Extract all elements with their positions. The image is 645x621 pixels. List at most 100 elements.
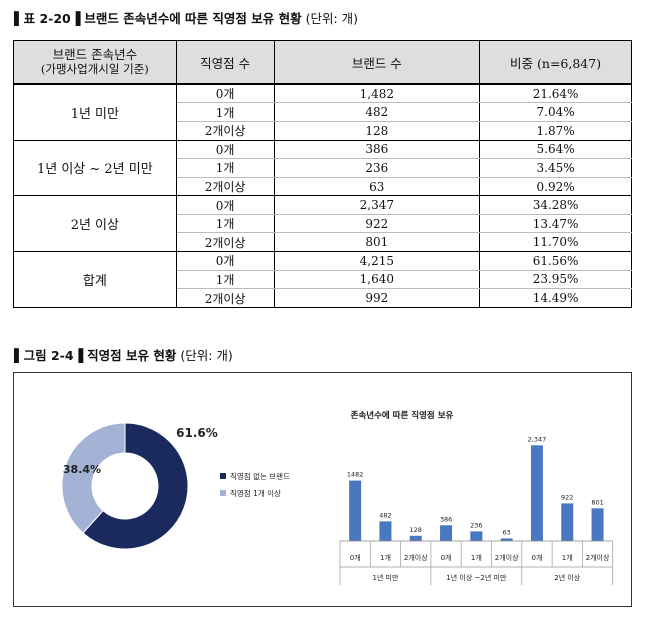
bar-category-label: 2개이상 [404, 553, 428, 562]
table-row: 2개이상 63 0.92% [14, 176, 632, 197]
figure-caption-unit: (단위: 개) [180, 348, 233, 363]
brand-count-cell: 236 [273, 158, 481, 178]
bar [470, 531, 483, 541]
table-caption-unit: (단위: 개) [305, 11, 359, 26]
share-cell: 11.70% [479, 232, 632, 253]
bar-data-label: 236 [470, 521, 482, 529]
bar-data-label: 386 [440, 515, 452, 523]
brand-count-cell: 482 [273, 102, 481, 122]
table-row: 합계 0개 4,215 61.56% [13, 251, 632, 308]
bar-category-label: 1개 [380, 553, 391, 562]
store-count-cell: 2개이상 [175, 120, 275, 141]
share-cell: 1.87% [479, 120, 632, 141]
bar [409, 535, 422, 541]
store-count-cell: 1개 [175, 269, 275, 290]
bar-group-label: 1년 미만 [372, 573, 399, 582]
bar-data-label: 922 [561, 493, 573, 501]
share-cell: 21.64% [479, 83, 632, 104]
share-cell: 3.45% [479, 158, 632, 178]
bar-category-label: 0개 [350, 553, 361, 562]
bar-category-label: 0개 [531, 553, 542, 562]
brand-count-cell: 922 [273, 213, 481, 234]
bar-category-label: 1개 [471, 553, 482, 562]
bar-chart-title: 존속년수에 따른 직영점 보유 [351, 410, 454, 421]
bar-category-label: 2개이상 [586, 553, 610, 562]
table-caption: ▌표 2-20▐ 브랜드 존속년수에 따른 직영점 보유 현황 (단위: 개) [14, 8, 358, 27]
header-brand-years-line1: 브랜드 존속년수 [52, 47, 138, 63]
store-count-cell: 1개 [175, 213, 275, 234]
legend-swatch [220, 490, 226, 496]
bar-data-label: 63 [503, 528, 511, 536]
share-cell: 13.47% [479, 213, 632, 234]
bar [500, 538, 513, 541]
table-row: 2개이상 128 1.87% [14, 120, 632, 141]
brand-count-cell: 63 [273, 176, 481, 197]
store-count-cell: 2개이상 [175, 176, 275, 197]
share-cell: 7.04% [479, 102, 632, 122]
brand-count-cell: 386 [273, 139, 481, 160]
bar-group-label: 1년 이상 ~2년 미만 [446, 573, 507, 582]
table-row: 2개이상 801 11.70% [14, 232, 632, 253]
share-cell: 14.49% [479, 288, 632, 308]
group-label: 2년 이상 [13, 195, 177, 253]
bar [561, 503, 574, 541]
bar [530, 445, 543, 541]
store-count-cell: 0개 [175, 83, 275, 104]
figure-caption-title: 직영점 보유 현황 [87, 348, 177, 363]
donut-label: 38.4% [63, 463, 101, 476]
table-row: 2년 이상 0개 2,347 34.28% [13, 195, 632, 253]
store-count-cell: 0개 [175, 251, 275, 271]
table-header-row: 브랜드 존속년수 (가맹사업개시일 기준) 직영점 수 브랜드 수 비중 (n=… [13, 40, 632, 86]
group-label: 1년 이상 ~ 2년 미만 [13, 139, 177, 197]
table-row: 1년 이상 ~ 2년 미만 0개 386 5.64% [13, 139, 632, 197]
bar-data-label: 1482 [347, 471, 364, 479]
brand-count-cell: 128 [273, 120, 481, 141]
share-cell: 34.28% [479, 195, 632, 215]
legend-swatch [220, 473, 226, 479]
header-share: 비중 (n=6,847) [479, 40, 632, 86]
share-cell: 0.92% [479, 176, 632, 197]
bar-group-label: 2년 이상 [554, 573, 581, 582]
share-cell: 61.56% [479, 251, 632, 271]
group-label: 1년 미만 [13, 83, 177, 141]
brand-count-cell: 1,640 [273, 269, 481, 290]
group-label: 합계 [13, 251, 177, 308]
brand-count-cell: 4,215 [273, 251, 481, 271]
share-cell: 23.95% [479, 269, 632, 290]
header-store-count: 직영점 수 [175, 40, 275, 86]
bar [349, 480, 362, 541]
store-count-cell: 0개 [175, 139, 275, 160]
bar-category-label: 0개 [441, 553, 452, 562]
bar-category-label: 2개이상 [495, 553, 519, 562]
bar-data-label: 2,347 [528, 435, 547, 443]
donut-slice [61, 422, 126, 534]
store-count-cell: 1개 [175, 158, 275, 178]
table-row: 1개 922 13.47% [14, 213, 632, 234]
header-brand-count: 브랜드 수 [273, 40, 481, 86]
brand-count-cell: 801 [273, 232, 481, 253]
store-count-cell: 2개이상 [175, 232, 275, 253]
bar-data-label: 482 [379, 511, 391, 519]
bar-category-label: 1개 [562, 553, 573, 562]
table-caption-marker: ▌표 2-20▐ [14, 11, 81, 26]
store-count-cell: 1개 [175, 102, 275, 122]
donut-label: 61.6% [176, 426, 218, 440]
bar [379, 521, 392, 541]
store-ownership-table: 브랜드 존속년수 (가맹사업개시일 기준) 직영점 수 브랜드 수 비중 (n=… [13, 40, 632, 308]
brand-count-cell: 1,482 [273, 83, 481, 104]
header-brand-years: 브랜드 존속년수 (가맹사업개시일 기준) [13, 40, 177, 86]
table-row: 1년 미만 0개 1,482 21.64% [13, 83, 632, 141]
table-row: 1개 1,640 23.95% [14, 269, 632, 290]
header-brand-years-line2: (가맹사업개시일 기준) [40, 62, 149, 77]
bar-data-label: 801 [591, 498, 603, 506]
store-count-cell: 0개 [175, 195, 275, 215]
table-row: 2개이상 992 14.49% [14, 288, 632, 308]
legend-label: 직영점 없는 브랜드 [230, 471, 290, 481]
brand-count-cell: 2,347 [273, 195, 481, 215]
brand-count-cell: 992 [273, 288, 481, 308]
donut-slice [82, 422, 189, 550]
legend-label: 직영점 1개 이상 [230, 488, 281, 498]
table-caption-title: 브랜드 존속년수에 따른 직영점 보유 현황 [84, 11, 302, 26]
